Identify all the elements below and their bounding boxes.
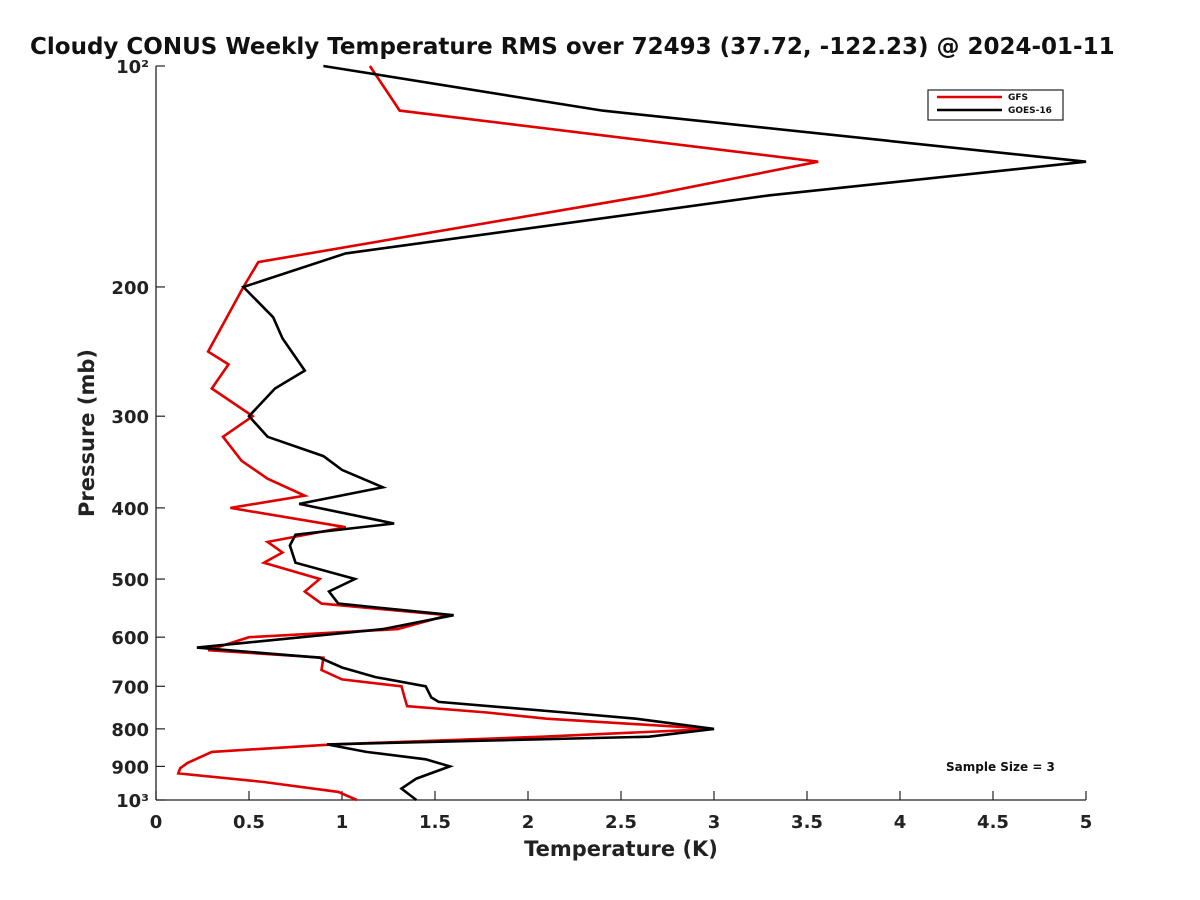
x-tick-label: 3 — [708, 812, 721, 833]
legend-label-goes16: GOES-16 — [1008, 106, 1052, 116]
x-tick-label: 4.5 — [977, 812, 1009, 833]
legend-label-gfs: GFS — [1008, 93, 1028, 103]
x-tick-label: 1.5 — [419, 812, 451, 833]
y-tick-label: 900 — [111, 757, 149, 778]
y-tick-label: 10² — [116, 57, 149, 78]
axis-ticks: 0 0.5 1 1.5 2 2.5 3 3.5 4 4.5 5 10² 200 300 400 500 600 7… — [111, 57, 1092, 833]
y-tick-label: 10³ — [116, 791, 149, 812]
y-tick-label: 200 — [111, 278, 149, 299]
legend-box — [927, 89, 1064, 121]
legend: GFS GOES-16 — [927, 89, 1064, 121]
x-axis-label: Temperature (K) — [524, 837, 718, 861]
x-tick-label: 2.5 — [605, 812, 637, 833]
y-tick-label: 600 — [111, 628, 149, 649]
y-axis-label: Pressure (mb) — [75, 349, 99, 517]
y-tick-label: 800 — [111, 720, 149, 741]
y-tick-label: 500 — [111, 570, 149, 591]
y-tick-label: 700 — [111, 677, 149, 698]
x-tick-label: 0 — [150, 812, 163, 833]
x-tick-label: 1 — [336, 812, 349, 833]
y-tick-label: 300 — [111, 407, 149, 428]
sample-size-annotation: Sample Size = 3 — [946, 760, 1055, 774]
x-tick-label: 4 — [894, 812, 907, 833]
series-line-goes16 — [196, 64, 1087, 802]
x-tick-label: 3.5 — [791, 812, 823, 833]
x-tick-label: 5 — [1080, 812, 1093, 833]
y-tick-label: 400 — [111, 499, 149, 520]
x-tick-label: 0.5 — [233, 812, 265, 833]
x-tick-label: 2 — [522, 812, 535, 833]
series-layer — [176, 64, 1087, 802]
series-line-gfs — [176, 65, 819, 802]
plot-area: 0 0.5 1 1.5 2 2.5 3 3.5 4 4.5 5 10² 200 300 400 500 600 7… — [111, 57, 1092, 833]
chart-title: Cloudy CONUS Weekly Temperature RMS over… — [30, 34, 1115, 60]
